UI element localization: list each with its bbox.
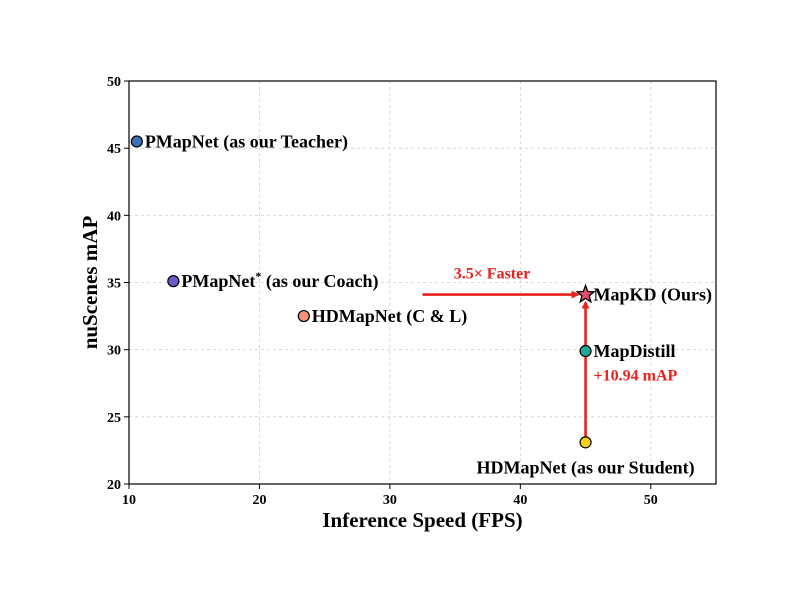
x-tick-label: 10 [122,493,136,508]
point-label: MapDistill [594,341,676,361]
point-marker [167,275,180,288]
annotation-label: 3.5× Faster [454,266,531,283]
point-label: HDMapNet (C & L) [312,306,467,327]
y-tick-label: 35 [107,277,121,292]
point-label: PMapNet (as our Teacher) [145,131,348,152]
y-tick-label: 45 [107,142,121,157]
data-points [130,135,596,449]
point-label: PMapNet* (as our Coach) [181,269,378,292]
point-label-name: PMapNet (as our Teacher) [145,131,348,152]
point-label-name: HDMapNet (C & L) [312,306,467,327]
y-axis-label: nuScenes mAP [78,216,102,350]
y-tick-label: 40 [107,209,121,224]
point-marker [297,309,310,323]
point-marker [579,344,592,358]
x-tick-label: 50 [644,493,658,508]
point-marker [579,436,592,449]
annotations: 3.5× Faster +10.94 mAP [422,266,678,443]
point-label: HDMapNet (as our Student) [476,457,694,478]
point-label-rest: (as our Coach) [261,271,378,292]
x-tick-label: 30 [383,493,397,508]
point-label-name: PMapNet [181,271,255,291]
annotation-label: +10.94 mAP [594,367,678,384]
point-label-name: MapDistill [594,341,676,361]
y-tick-label: 50 [107,75,121,90]
star-marker [575,283,596,304]
point-labels: PMapNet (as our Teacher) PMapNet* (as our… [145,131,712,478]
x-axis-label: Inference Speed (FPS) [322,508,522,532]
y-tick-label: 25 [107,411,121,426]
x-tick-label: 40 [513,493,527,508]
y-tick-label: 30 [107,344,121,359]
point-marker [130,135,143,148]
x-tick-label: 20 [252,493,266,508]
y-tick-label: 20 [107,478,121,493]
point-label-name: HDMapNet (as our Student) [476,457,694,478]
point-label-superscript: * [255,269,261,283]
point-label-name: MapKD (Ours) [594,285,713,306]
point-label: MapKD (Ours) [594,285,713,306]
